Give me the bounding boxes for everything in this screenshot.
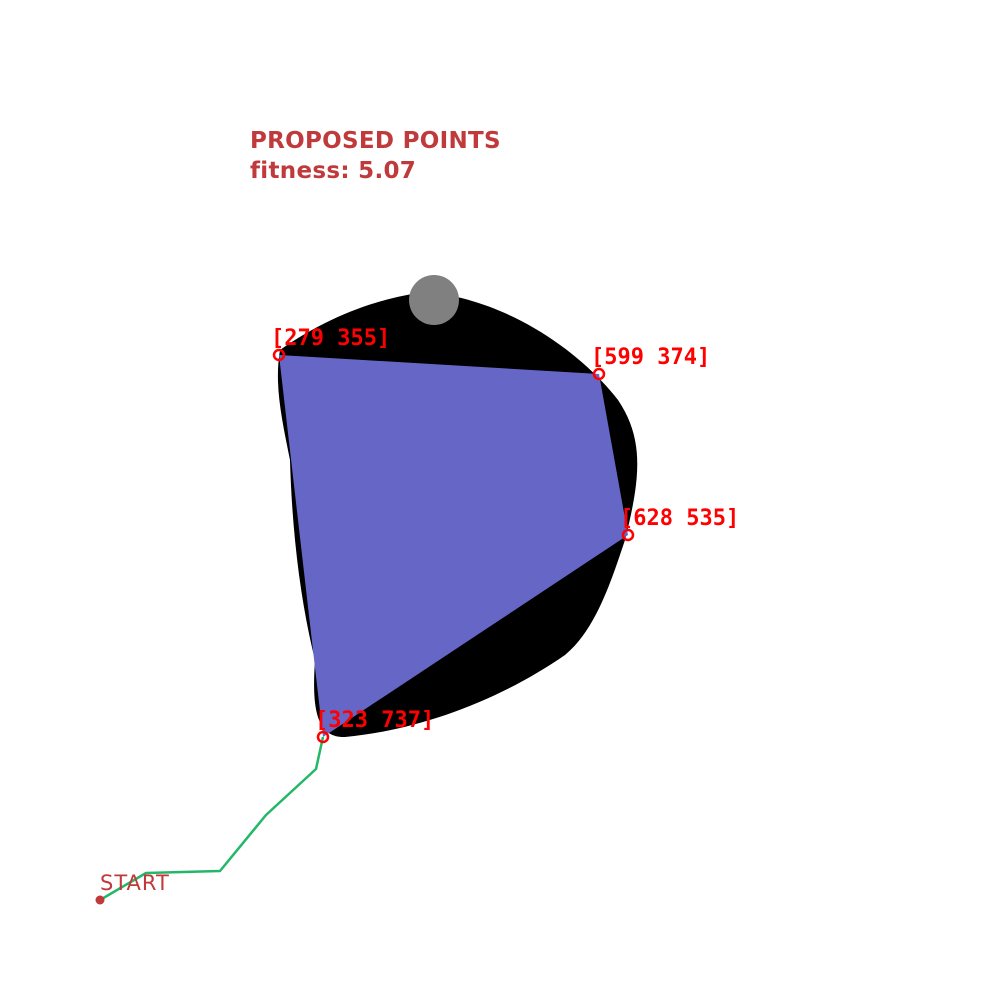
point-label: [599 374]: [591, 345, 710, 370]
point-markers: [279 355] [599 374] [628 535] [323 737]: [271, 326, 739, 744]
path-line: [99, 736, 325, 902]
obstacle-circle: [409, 275, 459, 325]
start-marker: [95, 895, 105, 905]
point-marker: [316, 730, 330, 744]
point-marker: [592, 367, 606, 381]
point-label: [323 737]: [315, 708, 434, 733]
fitness-readout: fitness: 5.07: [250, 158, 417, 184]
point-marker: [621, 528, 635, 542]
start-label: START: [100, 871, 170, 895]
point-label: [628 535]: [620, 506, 739, 531]
point-marker: [272, 348, 286, 362]
page-title: PROPOSED POINTS: [250, 128, 501, 154]
proposed-polygon: [279, 355, 628, 737]
point-label: [279 355]: [271, 326, 390, 351]
